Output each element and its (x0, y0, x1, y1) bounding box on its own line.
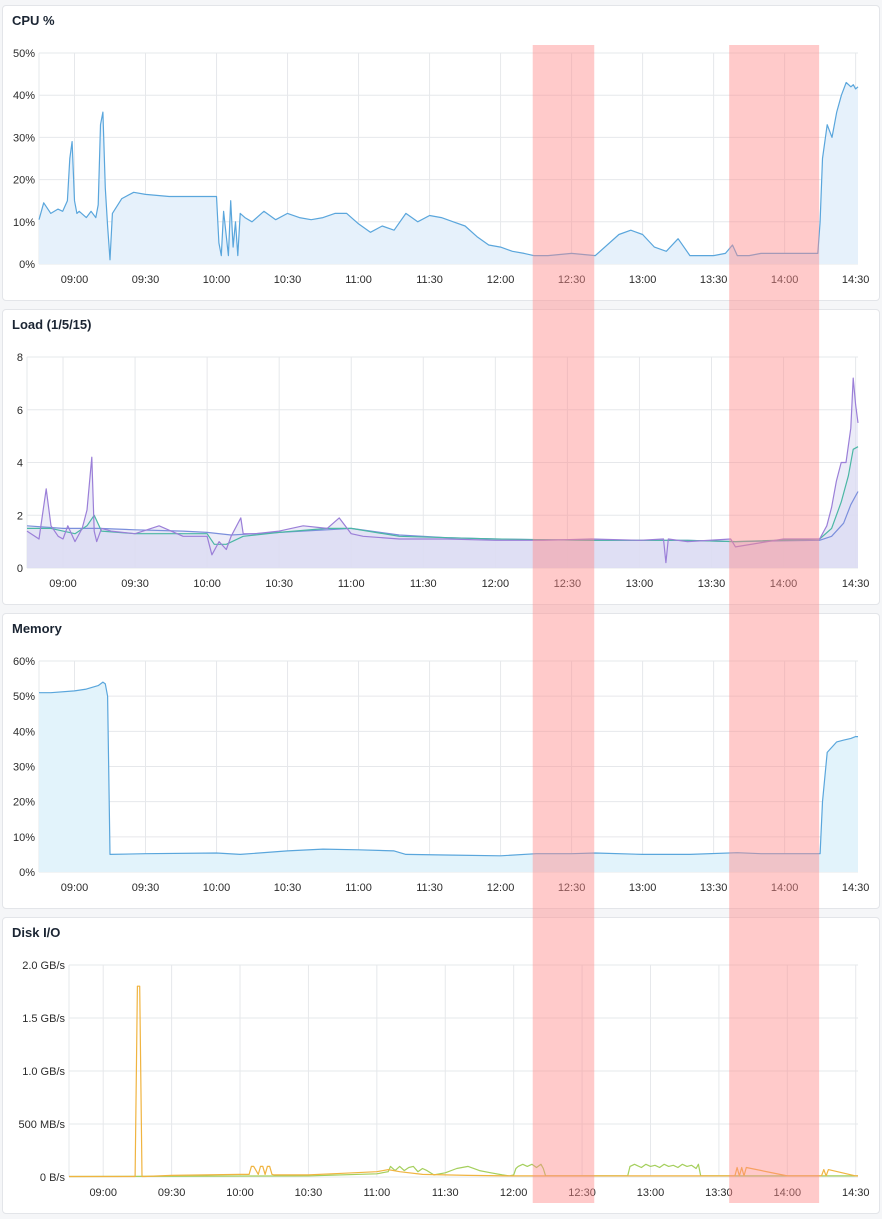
y-tick-label: 50% (13, 691, 35, 703)
x-tick-label: 09:00 (61, 274, 89, 286)
x-tick-label: 12:00 (500, 1187, 528, 1199)
x-tick-label: 14:00 (774, 1187, 802, 1199)
x-tick-label: 09:30 (121, 578, 149, 590)
y-tick-label: 1.5 GB/s (22, 1013, 65, 1025)
x-tick-label: 10:00 (193, 578, 221, 590)
series-area (39, 682, 858, 872)
x-tick-label: 13:30 (698, 578, 726, 590)
x-tick-label: 14:30 (842, 274, 870, 286)
y-tick-label: 30% (13, 132, 35, 144)
x-tick-label: 10:30 (274, 882, 302, 894)
x-tick-label: 10:00 (226, 1187, 254, 1199)
y-tick-label: 10% (13, 217, 35, 229)
x-tick-label: 12:00 (487, 274, 515, 286)
panel-title: Load (1/5/15) (12, 317, 92, 332)
x-tick-label: 12:30 (554, 578, 582, 590)
disk-io-panel: Disk I/O 0 B/s 500 MB/s 1.0 GB/s 1.5 GB/s 2.… (2, 917, 880, 1214)
x-tick-label: 14:00 (771, 274, 799, 286)
y-tick-label: 60% (13, 656, 35, 668)
series-area (27, 491, 858, 568)
panel-title: CPU % (12, 13, 55, 28)
x-tick-label: 13:00 (626, 578, 654, 590)
x-tick-label: 09:00 (61, 882, 89, 894)
series-line-disk-write (68, 1163, 858, 1178)
x-tick-label: 10:00 (203, 274, 231, 286)
x-tick-label: 10:00 (203, 882, 231, 894)
y-tick-label: 2 (17, 510, 23, 522)
y-tick-label: 0 (17, 563, 23, 575)
y-tick-label: 0% (19, 867, 35, 879)
y-tick-label: 8 (17, 352, 23, 364)
y-tick-label: 1.0 GB/s (22, 1066, 65, 1078)
memory-chart: 0% 10% 20% 30% 40% 50% 60% 09:00 09:30 10:00 10:30… (13, 656, 870, 894)
x-tick-label: 14:30 (842, 1187, 870, 1199)
y-tick-label: 40% (13, 90, 35, 102)
x-tick-label: 13:30 (700, 274, 728, 286)
x-tick-label: 11:30 (432, 1187, 459, 1199)
x-tick-label: 11:00 (338, 578, 365, 590)
y-tick-label: 6 (17, 405, 23, 417)
x-tick-label: 09:30 (132, 274, 160, 286)
x-tick-label: 10:30 (274, 274, 302, 286)
x-tick-label: 13:00 (629, 882, 657, 894)
series-line-disk-read (69, 985, 858, 1178)
x-tick-label: 12:00 (487, 882, 515, 894)
x-tick-label: 09:00 (49, 578, 77, 590)
y-tick-label: 2.0 GB/s (22, 960, 65, 972)
x-tick-label: 11:00 (345, 274, 372, 286)
x-tick-label: 14:30 (842, 882, 870, 894)
y-tick-label: 40% (13, 726, 35, 738)
x-tick-label: 10:30 (265, 578, 293, 590)
memory-panel: Memory 0% 10% 20% 30% 40% 50% 60% 09:00 09:30 10:… (2, 613, 880, 909)
y-tick-label: 30% (13, 762, 35, 774)
x-tick-label: 12:30 (558, 274, 586, 286)
x-tick-label: 12:30 (558, 882, 586, 894)
load-chart: 0 2 4 6 8 09:00 09:30 10:00 10:30 11:00 11:30 12:00… (17, 352, 870, 590)
series-line-load-1 (26, 377, 859, 564)
series-area (39, 82, 858, 264)
x-tick-label: 14:00 (770, 578, 798, 590)
x-tick-label: 09:30 (158, 1187, 186, 1199)
x-tick-label: 09:00 (89, 1187, 117, 1199)
x-tick-label: 11:00 (345, 882, 372, 894)
x-tick-label: 13:30 (700, 882, 728, 894)
x-tick-label: 12:00 (482, 578, 510, 590)
x-tick-label: 13:30 (705, 1187, 733, 1199)
panel-title: Disk I/O (12, 925, 61, 940)
x-tick-label: 13:00 (637, 1187, 665, 1199)
y-tick-label: 50% (13, 48, 35, 60)
disk-io-chart: 0 B/s 500 MB/s 1.0 GB/s 1.5 GB/s 2.0 GB/s 09:… (19, 960, 870, 1199)
x-tick-label: 14:30 (842, 578, 870, 590)
x-tick-label: 10:30 (295, 1187, 323, 1199)
series-line-cpu (38, 81, 859, 261)
series-line-memory (39, 681, 858, 857)
y-tick-label: 4 (17, 458, 23, 470)
load-panel: Load (1/5/15) 0 2 4 6 8 09:00 09:30 10:00 10:30 1… (2, 309, 880, 605)
y-tick-label: 500 MB/s (19, 1119, 66, 1131)
series-line-load-15 (26, 491, 859, 543)
series-line-load-5 (27, 446, 859, 545)
y-tick-label: 0 B/s (40, 1172, 66, 1184)
x-tick-label: 13:00 (629, 274, 657, 286)
cpu-panel: CPU % 0% 10% 20% 30% 40% 50% 09:00 09:30 10:00 10… (2, 5, 880, 301)
x-tick-label: 11:30 (410, 578, 437, 590)
y-tick-label: 20% (13, 175, 35, 187)
x-tick-label: 12:30 (568, 1187, 596, 1199)
panel-title: Memory (12, 621, 62, 636)
x-tick-label: 14:00 (771, 882, 799, 894)
x-tick-label: 09:30 (132, 882, 160, 894)
x-tick-label: 11:00 (363, 1187, 390, 1199)
cpu-chart: 0% 10% 20% 30% 40% 50% 09:00 09:30 10:00 10:30 11:… (13, 48, 870, 286)
x-tick-label: 11:30 (416, 882, 443, 894)
x-tick-label: 11:30 (416, 274, 443, 286)
y-tick-label: 20% (13, 797, 35, 809)
y-tick-label: 0% (19, 259, 35, 271)
y-tick-label: 10% (13, 832, 35, 844)
